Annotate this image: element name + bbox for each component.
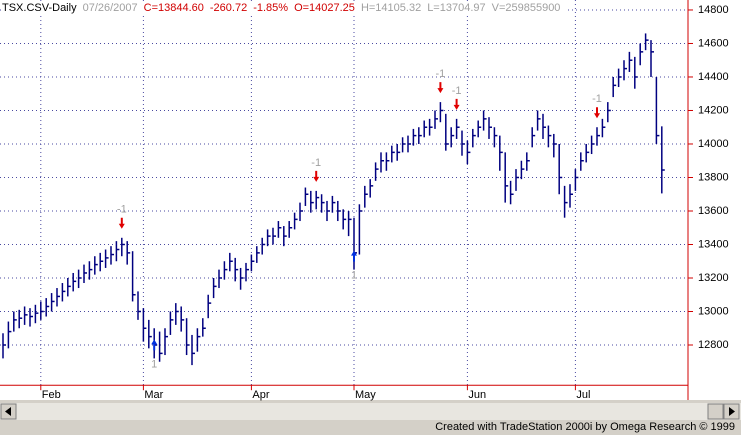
sell-label: -1 — [592, 93, 602, 105]
sell-label: -1 — [117, 204, 127, 216]
buy-arrow — [351, 250, 357, 262]
sell-arrow — [437, 82, 444, 94]
buy-label: 1 — [351, 270, 357, 282]
status-field: 07/26/2007 — [82, 2, 138, 14]
plot-background — [0, 0, 741, 400]
scrollbar[interactable] — [0, 403, 741, 420]
y-tick-label: 14800 — [698, 4, 729, 16]
status-field: O=14027.25 — [294, 2, 355, 14]
x-tick-label: May — [355, 389, 376, 401]
status-field: -1.85% — [253, 2, 289, 14]
x-tick-label: Mar — [144, 389, 163, 401]
status-line: TSX.CSV-Daily 07/26/2007 C=13844.60 -260.72… — [2, 2, 567, 14]
y-tick-label: 13800 — [698, 171, 729, 183]
x-tick-label: Feb — [42, 389, 61, 401]
y-tick-label: 14000 — [698, 138, 729, 150]
x-tick-label: Apr — [252, 389, 269, 401]
status-field: -260.72 — [209, 2, 248, 14]
buy-arrow — [151, 339, 158, 351]
sell-arrow — [594, 107, 600, 119]
y-tick-label: 13400 — [698, 238, 729, 250]
status-field: L=13704.97 — [427, 2, 486, 14]
y-tick-label: 13600 — [698, 205, 729, 217]
status-field: C=13844.60 — [143, 2, 204, 14]
status-field: V=259855900 — [491, 2, 561, 14]
status-field: TSX.CSV-Daily — [2, 2, 77, 14]
status-field: H=14105.32 — [360, 2, 422, 14]
sell-arrow — [453, 98, 460, 110]
y-tick-label: 14600 — [698, 37, 729, 49]
scroll-right-arrow — [729, 407, 735, 416]
buy-label: 1 — [151, 358, 157, 370]
sell-arrow — [118, 217, 125, 229]
sell-arrow — [313, 170, 320, 182]
y-tick-label: 12800 — [698, 339, 729, 351]
sell-label: -1 — [452, 85, 462, 97]
y-tick-label: 13000 — [698, 305, 729, 317]
y-tick-label: 14400 — [698, 71, 729, 83]
sell-label: -1 — [436, 68, 446, 80]
scroll-thumb[interactable] — [707, 403, 724, 420]
x-tick-label: Jun — [468, 389, 486, 401]
footer: Created with TradeStation 2000i by Omega… — [435, 421, 735, 433]
scroll-left-arrow — [5, 407, 11, 416]
y-tick-label: 14200 — [698, 104, 729, 116]
sell-label: -1 — [311, 157, 321, 169]
x-tick-label: Jul — [576, 389, 590, 401]
y-tick-label: 13200 — [698, 272, 729, 284]
